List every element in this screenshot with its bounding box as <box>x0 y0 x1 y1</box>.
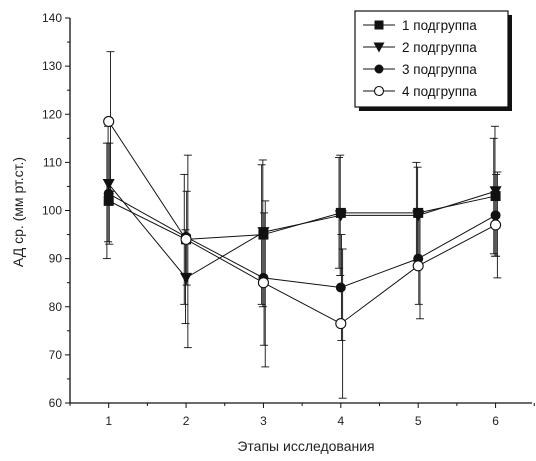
legend-label: 4 подгруппа <box>402 84 477 99</box>
data-point <box>180 233 192 245</box>
y-axis-title: АД ср. (мм рт.ст.) <box>10 157 26 267</box>
y-tick-label: 80 <box>49 300 63 314</box>
legend-label: 2 подгруппа <box>402 40 477 55</box>
y-tick-label: 110 <box>43 155 62 169</box>
legend-marker <box>373 42 385 53</box>
x-tick-label: 4 <box>337 414 344 428</box>
legend-marker <box>373 85 385 97</box>
data-point <box>334 210 347 222</box>
x-axis-title: Этапы исследования <box>237 438 374 454</box>
legend-label: 1 подгруппа <box>402 18 477 33</box>
data-point <box>489 186 502 198</box>
series-line <box>108 183 496 279</box>
data-point <box>102 179 115 191</box>
series-1 <box>102 137 501 305</box>
series-2 <box>102 125 502 325</box>
axes: 60 70 80 90 100 110 120 130 140 1 2 3 4 5 6 <box>42 11 535 428</box>
y-tick-label: 120 <box>42 107 62 121</box>
legend-marker <box>374 20 384 30</box>
data-point <box>335 282 346 293</box>
data-point <box>412 260 424 272</box>
x-tick-label: 1 <box>105 414 112 428</box>
legend: 1 подгруппа 2 подгруппа 3 подгруппа 4 подгр… <box>354 10 512 111</box>
data-point <box>103 195 114 206</box>
x-tick-label: 5 <box>415 414 422 428</box>
y-tick-label: 70 <box>49 348 63 362</box>
y-tick-label: 130 <box>42 59 62 73</box>
series-line <box>108 195 496 240</box>
y-tick-label: 100 <box>42 204 62 218</box>
data-point <box>257 277 269 289</box>
series-3 <box>103 142 501 346</box>
legend-marker <box>374 64 384 74</box>
data-point <box>180 272 193 284</box>
series-line <box>108 121 496 325</box>
series-4 <box>103 51 502 399</box>
x-tick-label: 6 <box>492 414 499 428</box>
x-tick-label: 3 <box>260 414 267 428</box>
x-tick-label: 2 <box>183 414 190 428</box>
data-point <box>257 227 270 239</box>
series-line <box>108 193 496 289</box>
data-point <box>490 219 502 231</box>
plot-area <box>102 51 502 399</box>
y-tick-label: 140 <box>42 11 62 25</box>
data-point <box>490 210 501 221</box>
data-point <box>335 318 347 330</box>
data-point <box>103 188 114 199</box>
data-point <box>103 115 115 128</box>
legend-label: 3 подгруппа <box>402 62 477 77</box>
y-tick-label: 60 <box>49 396 63 410</box>
y-tick-label: 90 <box>49 252 63 266</box>
